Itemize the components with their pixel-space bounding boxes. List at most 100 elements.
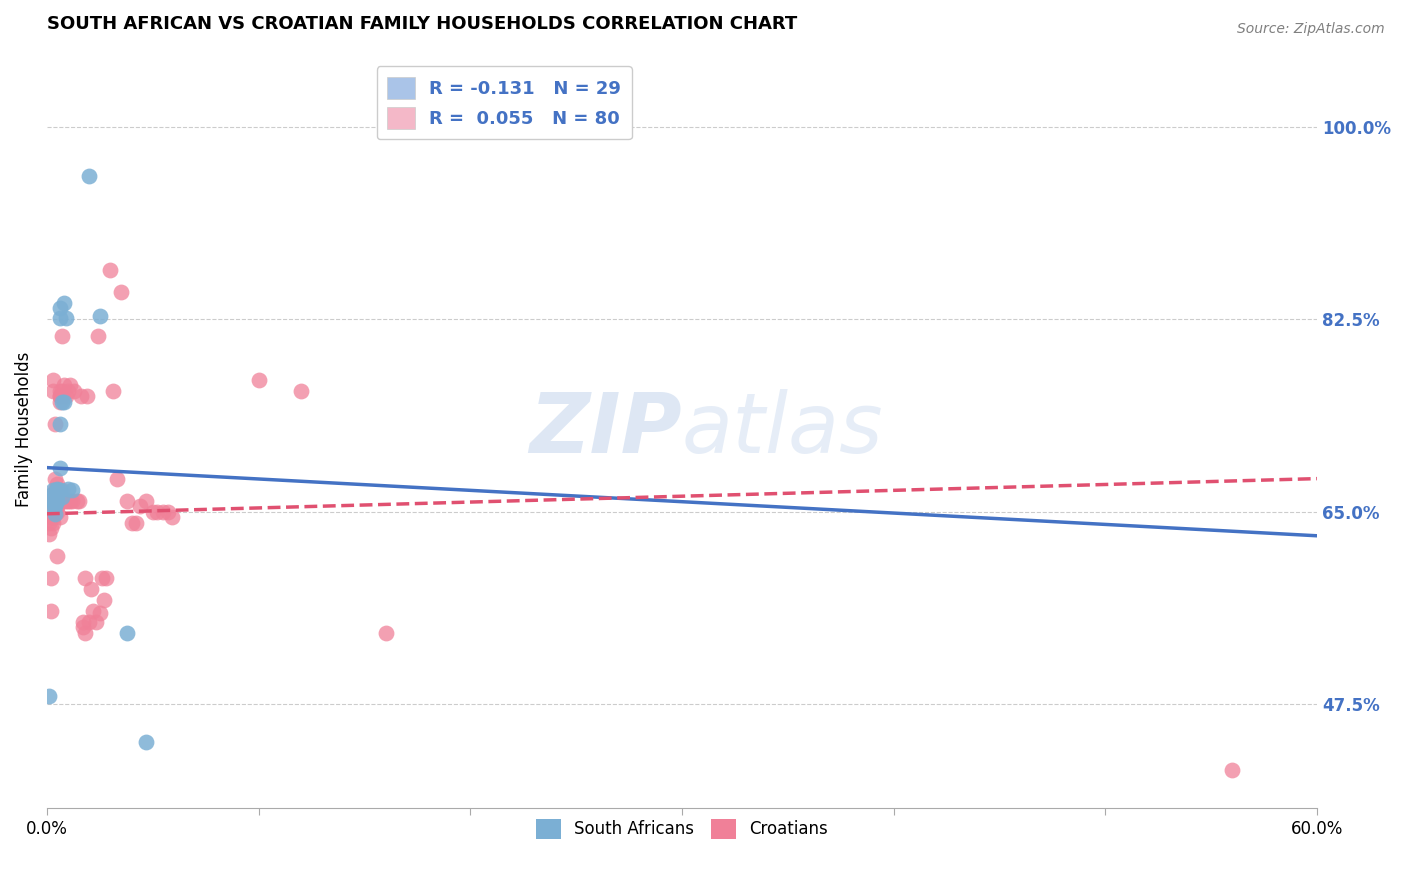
Point: [290, 384, 312, 398]
Point: [73, 570, 96, 584]
Text: ZIP: ZIP: [530, 389, 682, 470]
Point: [101, 384, 124, 398]
Point: [73, 625, 96, 640]
Point: [46, 493, 69, 508]
Point: [51, 328, 73, 343]
Point: [63, 384, 86, 398]
Point: [69, 389, 91, 403]
Point: [121, 516, 143, 530]
Point: [152, 505, 174, 519]
Point: [44, 488, 66, 502]
Point: [48, 384, 70, 398]
Point: [105, 472, 128, 486]
Point: [44, 493, 66, 508]
Point: [1222, 763, 1244, 777]
Point: [374, 625, 396, 640]
Text: SOUTH AFRICAN VS CROATIAN FAMILY HOUSEHOLDS CORRELATION CHART: SOUTH AFRICAN VS CROATIAN FAMILY HOUSEHO…: [46, 15, 797, 33]
Point: [142, 505, 165, 519]
Point: [125, 516, 148, 530]
Point: [77, 169, 100, 184]
Point: [42, 483, 65, 497]
Point: [44, 507, 66, 521]
Legend: South Africans, Croatians: South Africans, Croatians: [529, 812, 835, 846]
Point: [42, 487, 65, 501]
Point: [44, 417, 66, 431]
Point: [72, 620, 94, 634]
Point: [46, 477, 69, 491]
Point: [135, 493, 157, 508]
Point: [156, 505, 179, 519]
Point: [51, 491, 73, 505]
Point: [135, 735, 157, 749]
Point: [84, 615, 107, 629]
Point: [46, 487, 69, 501]
Point: [48, 493, 70, 508]
Point: [117, 625, 139, 640]
Point: [42, 373, 65, 387]
Point: [72, 615, 94, 629]
Point: [42, 510, 65, 524]
Point: [56, 482, 79, 496]
Y-axis label: Family Households: Family Households: [15, 351, 32, 507]
Point: [247, 373, 270, 387]
Point: [117, 493, 139, 508]
Point: [46, 482, 69, 496]
Point: [38, 516, 60, 530]
Point: [59, 378, 82, 392]
Point: [48, 389, 70, 403]
Point: [76, 389, 98, 403]
Point: [39, 493, 62, 508]
Point: [46, 493, 69, 508]
Point: [46, 505, 69, 519]
Point: [42, 493, 65, 508]
Point: [38, 499, 60, 513]
Point: [51, 394, 73, 409]
Point: [96, 570, 118, 584]
Point: [48, 510, 70, 524]
Point: [100, 262, 122, 277]
Point: [39, 570, 62, 584]
Point: [46, 488, 69, 502]
Text: Source: ZipAtlas.com: Source: ZipAtlas.com: [1237, 22, 1385, 37]
Point: [39, 488, 62, 502]
Point: [42, 384, 65, 398]
Point: [86, 328, 108, 343]
Point: [39, 510, 62, 524]
Point: [56, 384, 79, 398]
Point: [60, 483, 83, 497]
Point: [39, 499, 62, 513]
Point: [52, 378, 75, 392]
Point: [55, 311, 77, 326]
Point: [60, 493, 83, 508]
Point: [82, 603, 104, 617]
Point: [59, 493, 82, 508]
Point: [46, 499, 69, 513]
Point: [129, 499, 152, 513]
Point: [89, 309, 111, 323]
Point: [48, 311, 70, 326]
Point: [55, 493, 77, 508]
Point: [44, 472, 66, 486]
Point: [67, 493, 90, 508]
Point: [48, 417, 70, 431]
Point: [44, 499, 66, 513]
Point: [48, 460, 70, 475]
Point: [65, 493, 87, 508]
Point: [39, 603, 62, 617]
Point: [160, 510, 183, 524]
Point: [44, 497, 66, 511]
Point: [80, 582, 103, 596]
Point: [77, 615, 100, 629]
Point: [44, 483, 66, 497]
Point: [52, 295, 75, 310]
Text: atlas: atlas: [682, 389, 883, 470]
Point: [89, 606, 111, 620]
Point: [42, 516, 65, 530]
Point: [39, 505, 62, 519]
Point: [51, 493, 73, 508]
Point: [48, 483, 70, 497]
Point: [46, 549, 69, 563]
Point: [51, 389, 73, 403]
Point: [93, 592, 115, 607]
Point: [51, 483, 73, 497]
